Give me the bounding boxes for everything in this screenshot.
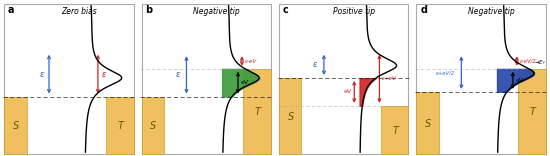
Bar xyxy=(141,97,164,154)
Text: $→E_f$: $→E_f$ xyxy=(534,58,546,67)
Text: eV: eV xyxy=(241,80,249,85)
Bar xyxy=(416,92,439,154)
Bar xyxy=(381,106,409,154)
Text: c: c xyxy=(283,5,289,15)
Text: T: T xyxy=(530,107,536,117)
Text: Zero bias: Zero bias xyxy=(62,7,97,16)
Text: T: T xyxy=(392,126,398,136)
Bar xyxy=(106,97,134,154)
Text: Negative tip: Negative tip xyxy=(469,7,515,16)
Text: S: S xyxy=(13,121,19,131)
Text: ε: ε xyxy=(39,70,43,79)
Text: ε-eV/2: ε-eV/2 xyxy=(520,58,536,63)
Text: S: S xyxy=(288,112,294,122)
Text: S: S xyxy=(425,119,431,129)
Text: ε: ε xyxy=(102,70,106,79)
Text: T: T xyxy=(255,107,261,117)
Bar xyxy=(4,97,26,154)
Text: a: a xyxy=(8,5,14,15)
Text: T: T xyxy=(117,121,123,131)
Text: b: b xyxy=(146,5,152,15)
Text: ε-eV: ε-eV xyxy=(245,58,257,63)
Bar xyxy=(279,78,301,154)
Bar xyxy=(243,69,271,154)
Text: Positive tip: Positive tip xyxy=(333,7,375,16)
Text: ε: ε xyxy=(313,60,317,69)
Bar xyxy=(518,69,546,154)
Text: Negative tip: Negative tip xyxy=(194,7,240,16)
Text: d: d xyxy=(420,5,427,15)
Text: eV: eV xyxy=(515,78,524,83)
Text: ε+eV: ε+eV xyxy=(382,76,397,81)
Text: ε: ε xyxy=(175,70,180,79)
Text: S: S xyxy=(150,121,157,131)
Text: eV: eV xyxy=(344,89,351,94)
Text: ε+eV/2: ε+eV/2 xyxy=(436,70,455,75)
